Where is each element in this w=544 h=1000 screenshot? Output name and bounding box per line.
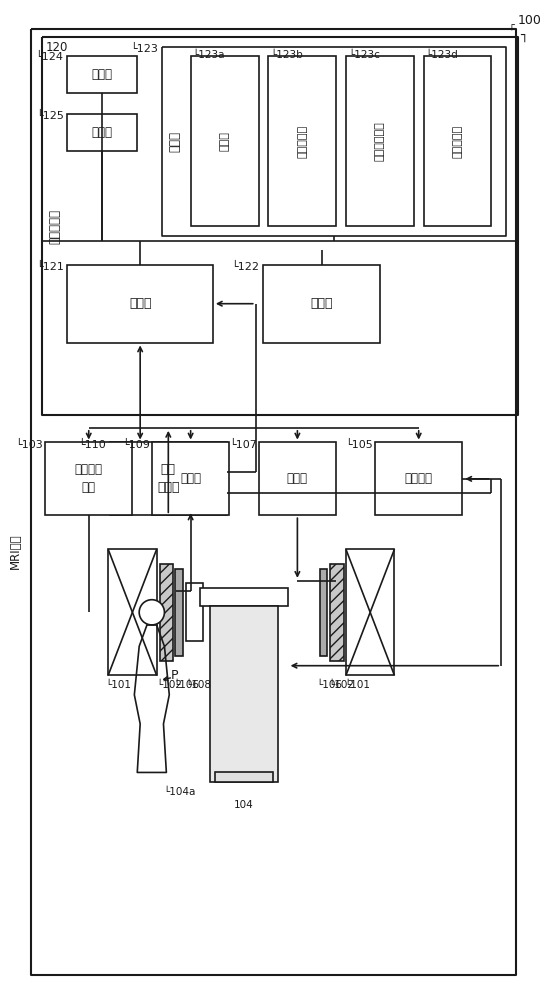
- Text: 图像生成部: 图像生成部: [453, 125, 462, 158]
- Text: └101: └101: [344, 680, 370, 690]
- Text: └123c: └123c: [348, 50, 380, 60]
- Bar: [258, 442, 336, 515]
- Bar: [268, 56, 336, 226]
- Text: 接口部: 接口部: [129, 297, 151, 310]
- Bar: [108, 549, 157, 675]
- Text: P: P: [171, 669, 179, 682]
- Text: 输入部: 输入部: [92, 68, 113, 81]
- Text: 倾斜磁场
电源: 倾斜磁场 电源: [75, 463, 103, 494]
- Bar: [67, 114, 137, 151]
- Text: 存储部: 存储部: [311, 297, 333, 310]
- Text: 104: 104: [234, 800, 254, 810]
- Bar: [263, 265, 380, 343]
- Bar: [67, 56, 137, 93]
- Text: └104a: └104a: [163, 787, 195, 797]
- Text: └121: └121: [35, 262, 64, 272]
- Text: 灵敏度号出部: 灵敏度号出部: [375, 121, 385, 161]
- Text: 数据号出部: 数据号出部: [297, 125, 307, 158]
- Text: 计算机系统: 计算机系统: [48, 209, 61, 244]
- Bar: [346, 549, 394, 675]
- Text: 序列
控制部: 序列 控制部: [157, 463, 180, 494]
- Bar: [159, 564, 173, 661]
- Text: └123a: └123a: [193, 50, 225, 60]
- Text: MRI装置: MRI装置: [9, 533, 21, 569]
- Text: └122: └122: [232, 262, 259, 272]
- Bar: [330, 564, 344, 661]
- Text: 120: 120: [46, 41, 69, 54]
- Bar: [375, 442, 462, 515]
- Text: └102: └102: [157, 680, 183, 690]
- Bar: [346, 56, 414, 226]
- Text: 控制部: 控制部: [169, 131, 182, 152]
- Text: └109: └109: [122, 440, 150, 450]
- Text: └124: └124: [35, 52, 64, 62]
- Text: 100: 100: [518, 14, 542, 27]
- Text: 配置部: 配置部: [220, 131, 230, 151]
- Text: └106: └106: [316, 680, 342, 690]
- Text: └110: └110: [78, 440, 106, 450]
- Bar: [424, 56, 491, 226]
- Text: └103: └103: [15, 440, 43, 450]
- Bar: [215, 772, 273, 782]
- Text: 床控制部: 床控制部: [405, 472, 432, 485]
- Bar: [320, 569, 327, 656]
- Text: └123b: └123b: [270, 50, 303, 60]
- Text: 显示部: 显示部: [92, 126, 113, 139]
- Bar: [110, 442, 226, 515]
- Bar: [45, 442, 132, 515]
- Text: ┌: ┌: [509, 21, 515, 31]
- Text: └123d: └123d: [425, 50, 458, 60]
- Text: 接收部: 接收部: [180, 472, 201, 485]
- Bar: [186, 583, 203, 641]
- Text: └108: └108: [185, 680, 211, 690]
- Text: ┐: ┐: [520, 29, 527, 42]
- Text: └101: └101: [105, 680, 131, 690]
- Bar: [210, 606, 278, 782]
- Bar: [200, 588, 288, 606]
- Bar: [175, 569, 183, 656]
- Bar: [67, 265, 213, 343]
- Bar: [190, 56, 258, 226]
- Text: └105: └105: [345, 440, 373, 450]
- Text: └123: └123: [130, 44, 158, 54]
- Text: └102: └102: [329, 680, 355, 690]
- Bar: [152, 442, 230, 515]
- Text: └107: └107: [229, 440, 257, 450]
- Text: 发送部: 发送部: [287, 472, 308, 485]
- Text: └125: └125: [35, 111, 64, 121]
- Text: └106: └106: [173, 680, 199, 690]
- Circle shape: [139, 600, 164, 625]
